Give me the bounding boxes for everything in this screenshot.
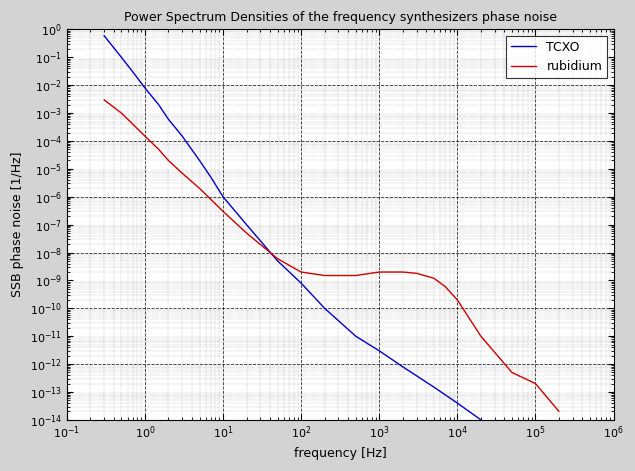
rubidium bbox=[219, 209, 227, 214]
rubidium bbox=[352, 273, 359, 278]
rubidium bbox=[141, 133, 149, 139]
rubidium bbox=[243, 230, 250, 236]
TCXO bbox=[129, 69, 137, 75]
rubidium bbox=[321, 273, 328, 278]
Y-axis label: SSB phase noise [1/Hz]: SSB phase noise [1/Hz] bbox=[11, 152, 24, 297]
rubidium bbox=[207, 197, 215, 203]
Line: rubidium: rubidium bbox=[104, 100, 559, 412]
TCXO bbox=[274, 258, 281, 264]
rubidium bbox=[399, 269, 406, 275]
TCXO bbox=[178, 133, 186, 139]
rubidium bbox=[430, 276, 438, 281]
TCXO bbox=[352, 333, 359, 339]
rubidium bbox=[129, 122, 137, 127]
rubidium bbox=[555, 409, 563, 414]
TCXO bbox=[243, 222, 250, 227]
TCXO bbox=[321, 306, 328, 311]
TCXO bbox=[141, 85, 149, 91]
X-axis label: frequency [Hz]: frequency [Hz] bbox=[294, 447, 387, 460]
rubidium bbox=[453, 297, 461, 303]
Legend: TCXO, rubidium: TCXO, rubidium bbox=[507, 36, 607, 78]
TCXO bbox=[207, 174, 215, 180]
rubidium bbox=[117, 110, 125, 116]
rubidium bbox=[508, 370, 516, 375]
rubidium bbox=[196, 186, 203, 191]
rubidium bbox=[441, 284, 449, 290]
TCXO bbox=[453, 400, 461, 406]
rubidium bbox=[477, 333, 485, 339]
TCXO bbox=[399, 364, 406, 370]
TCXO bbox=[196, 158, 203, 163]
TCXO bbox=[375, 348, 383, 354]
rubidium bbox=[297, 269, 305, 275]
TCXO bbox=[100, 33, 108, 39]
TCXO bbox=[430, 384, 438, 390]
rubidium bbox=[413, 270, 420, 276]
rubidium bbox=[164, 158, 172, 163]
Title: Power Spectrum Densities of the frequency synthesizers phase noise: Power Spectrum Densities of the frequenc… bbox=[124, 11, 557, 24]
TCXO bbox=[155, 102, 163, 107]
rubidium bbox=[178, 171, 186, 176]
TCXO bbox=[219, 194, 227, 200]
rubidium bbox=[531, 381, 539, 386]
rubidium bbox=[155, 146, 163, 152]
TCXO bbox=[117, 55, 125, 60]
rubidium bbox=[274, 256, 281, 261]
TCXO bbox=[477, 417, 485, 422]
Line: TCXO: TCXO bbox=[104, 36, 481, 420]
TCXO bbox=[297, 280, 305, 286]
TCXO bbox=[164, 116, 172, 122]
rubidium bbox=[100, 97, 108, 103]
rubidium bbox=[375, 269, 383, 275]
